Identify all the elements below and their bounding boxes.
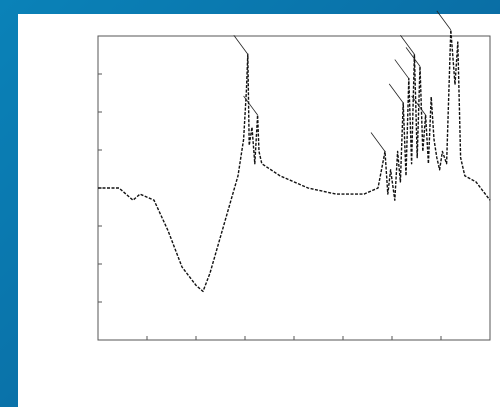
peak-leader-line bbox=[388, 83, 404, 104]
peak-leader-line bbox=[233, 35, 249, 55]
plot-area-border bbox=[97, 35, 491, 341]
peak-leader-line bbox=[394, 59, 410, 79]
peak-leader-line bbox=[370, 132, 386, 152]
peak-leader-line bbox=[411, 95, 426, 116]
peak-leader-line bbox=[405, 47, 421, 67]
spectrum-line bbox=[98, 29, 491, 293]
peak-leader-line bbox=[436, 10, 452, 31]
peak-leader-line bbox=[243, 95, 258, 116]
peak-leader-line bbox=[400, 35, 415, 55]
